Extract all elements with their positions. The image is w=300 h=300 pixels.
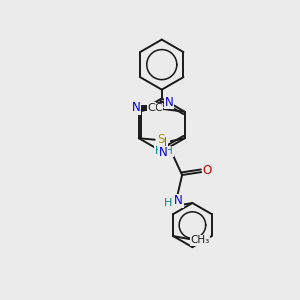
Text: N: N bbox=[159, 146, 168, 159]
Text: H: H bbox=[165, 146, 173, 157]
Text: C: C bbox=[154, 103, 162, 113]
Text: S: S bbox=[157, 133, 165, 146]
Text: CH₃: CH₃ bbox=[190, 235, 209, 245]
Text: N: N bbox=[174, 194, 183, 207]
Text: H: H bbox=[164, 198, 172, 208]
Text: N: N bbox=[131, 101, 140, 114]
Text: H: H bbox=[155, 146, 163, 156]
Text: N: N bbox=[164, 96, 173, 109]
Text: N: N bbox=[158, 136, 167, 149]
Text: C: C bbox=[147, 103, 155, 113]
Text: O: O bbox=[202, 164, 212, 177]
